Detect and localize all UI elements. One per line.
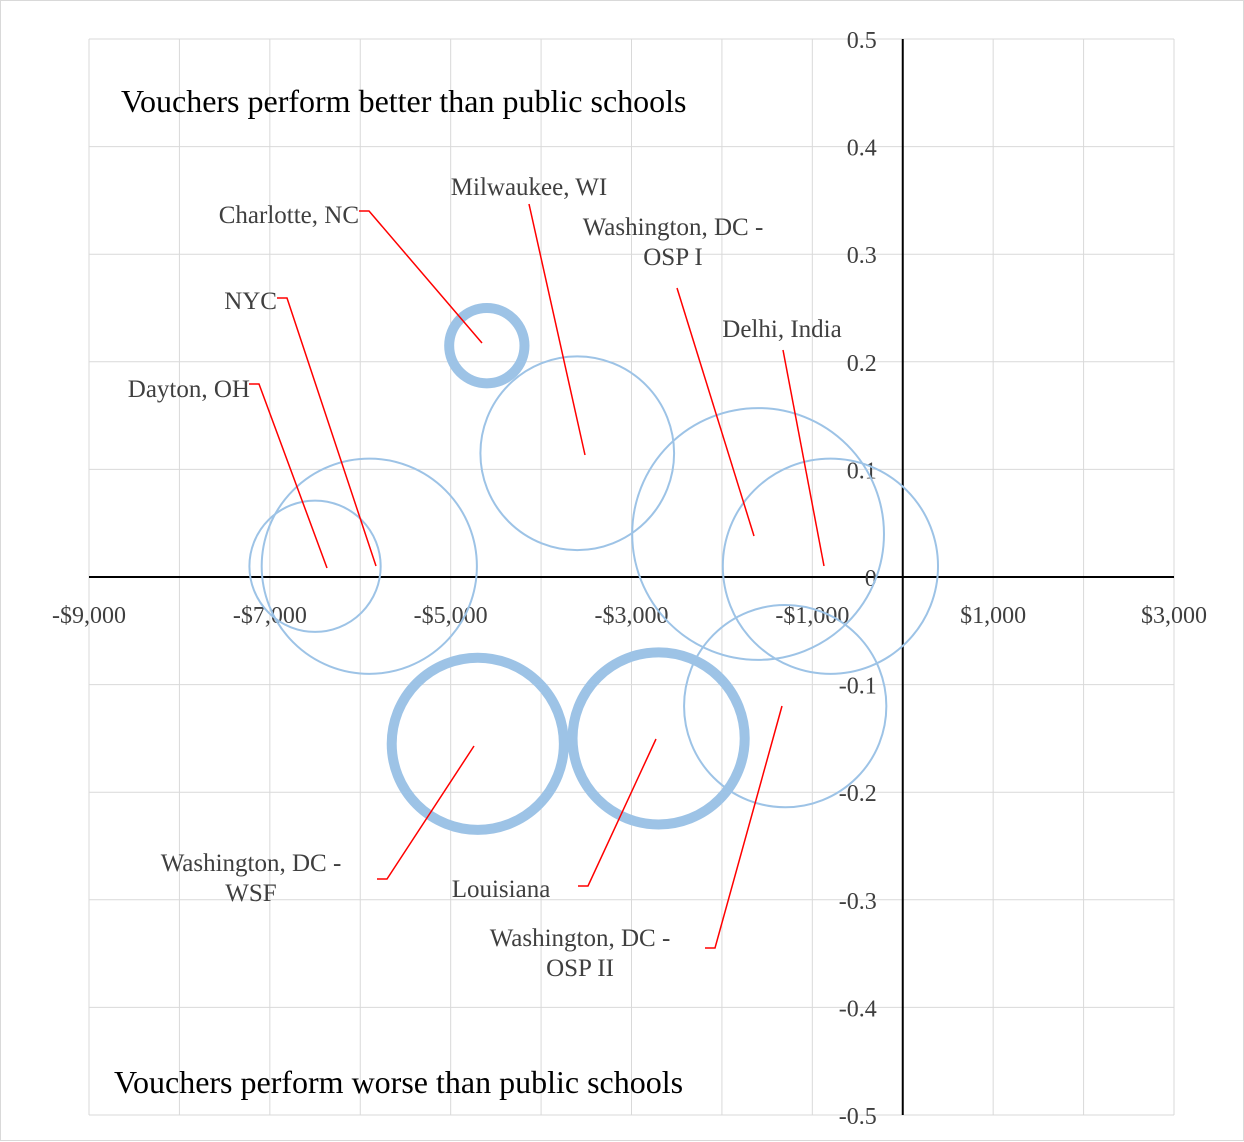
y-tick-label: -0.3 xyxy=(839,889,877,915)
bubble-louisiana xyxy=(567,647,750,830)
leader-line-dayton-oh xyxy=(249,383,328,569)
annotation-worse: Vouchers perform worse than public schoo… xyxy=(114,1064,683,1100)
label-louisiana: Louisiana xyxy=(452,876,551,903)
y-tick-label: 0.4 xyxy=(847,136,877,162)
axis-layer xyxy=(89,39,1174,1115)
tick-label-layer: -$9,000 -$7,000 -$5,000 -$3,000 -$1,000 $1,00… xyxy=(52,28,1207,1130)
bubble-milwaukee-wi xyxy=(479,355,676,552)
leader-line-washington-dc-osp-ii xyxy=(705,705,783,949)
bubble-washington-dc-wsf xyxy=(386,652,569,835)
x-tick-label: -$5,000 xyxy=(414,603,488,629)
bubble-washington-dc-osp-ii xyxy=(683,603,888,809)
x-tick-label: -$9,000 xyxy=(52,603,126,629)
y-tick-label: -0.4 xyxy=(839,996,877,1022)
label-charlotte-nc: Charlotte, NC xyxy=(219,202,359,229)
leader-line-charlotte-nc xyxy=(359,210,483,344)
label-washington-dc-wsf: Washington, DC -WSF xyxy=(161,850,342,907)
label-washington-dc-osp-ii: Washington, DC -OSP II xyxy=(490,925,671,982)
leader-line-layer xyxy=(249,203,825,949)
y-tick-label: 0.3 xyxy=(847,243,877,269)
leader-line-delhi-india xyxy=(782,349,825,567)
bubble-label-layer: Dayton, OH NYC Charlotte, NC Milwaukee, WI W… xyxy=(128,174,842,982)
x-tick-label: $1,000 xyxy=(960,603,1026,629)
bubble-nyc xyxy=(260,457,478,675)
bubble-dayton-oh xyxy=(248,499,382,633)
leader-line-louisiana xyxy=(578,738,657,887)
y-tick-label: 0.5 xyxy=(847,28,877,54)
x-tick-label: -$1,000 xyxy=(775,603,849,629)
y-tick-label: 0.2 xyxy=(847,351,877,377)
y-tick-label: -0.5 xyxy=(839,1104,877,1130)
x-tick-label: $3,000 xyxy=(1141,603,1207,629)
leader-line-nyc xyxy=(277,297,377,567)
label-washington-dc-osp-i: Washington, DC -OSP I xyxy=(583,214,764,271)
bubble-delhi-india xyxy=(721,457,940,675)
leader-line-washington-dc-wsf xyxy=(377,745,475,880)
label-nyc: NYC xyxy=(224,288,277,315)
leader-line-washington-dc-osp-i xyxy=(676,287,755,537)
bubble-washington-dc-osp-i xyxy=(631,407,885,661)
label-milwaukee-wi: Milwaukee, WI xyxy=(451,174,607,201)
y-tick-label: -0.1 xyxy=(839,674,877,700)
y-tick-label: -0.2 xyxy=(839,781,877,807)
label-delhi-india: Delhi, India xyxy=(722,316,841,343)
leader-line-milwaukee-wi xyxy=(528,203,586,456)
bubble-charlotte-nc xyxy=(444,303,530,389)
annotation-better: Vouchers perform better than public scho… xyxy=(121,83,686,119)
bubble-layer xyxy=(248,303,940,835)
x-tick-label: -$3,000 xyxy=(595,603,669,629)
label-dayton-oh: Dayton, OH xyxy=(128,376,250,403)
